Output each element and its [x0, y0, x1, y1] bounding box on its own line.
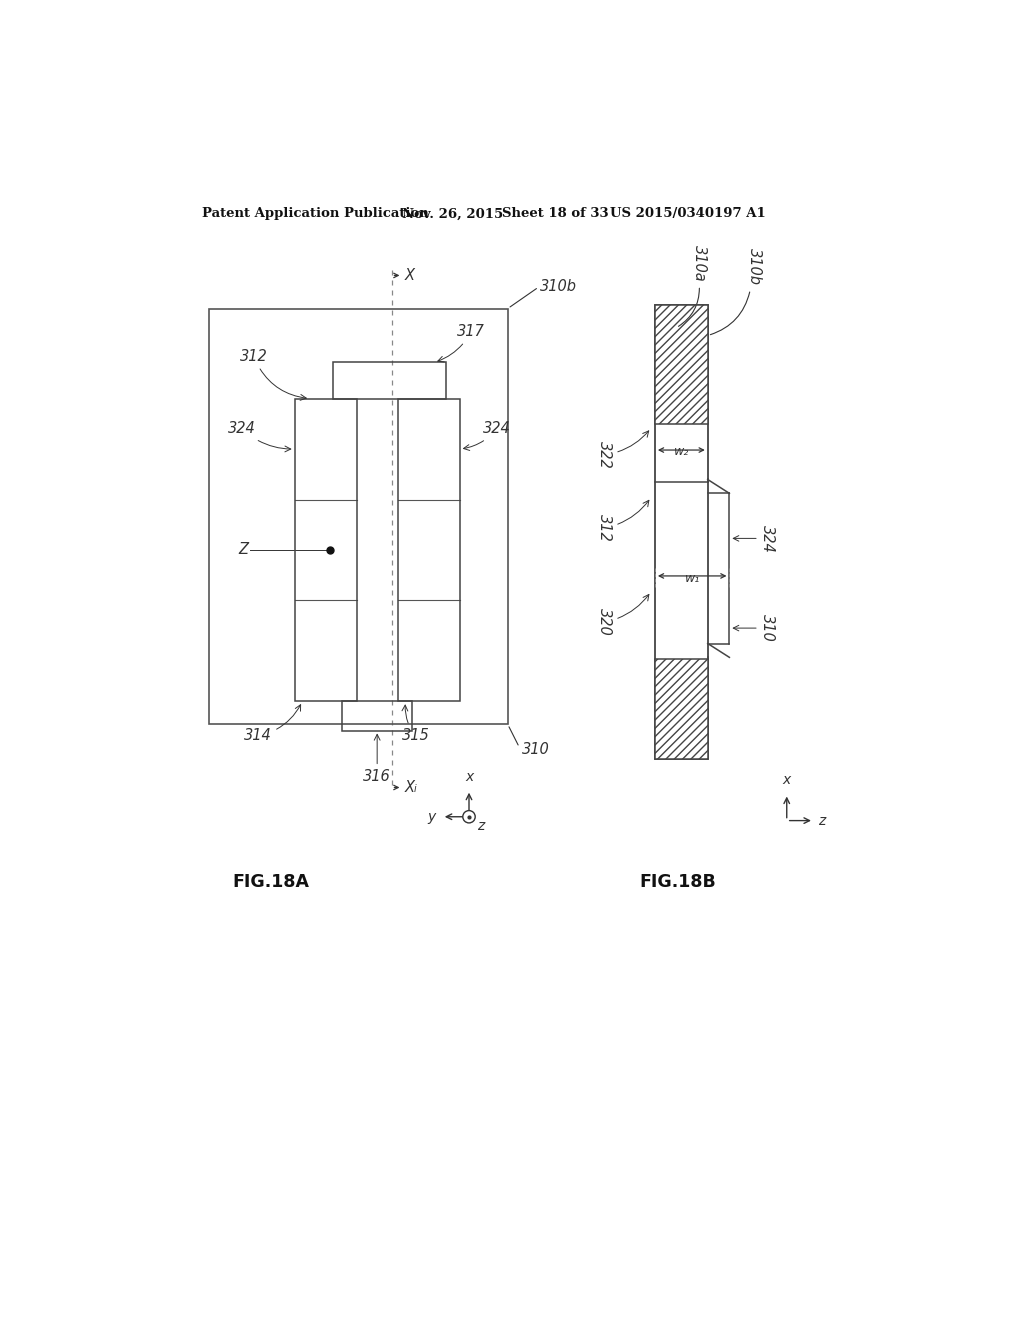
- Text: 310a: 310a: [692, 244, 707, 281]
- Text: Z: Z: [239, 543, 248, 557]
- Bar: [655, 305, 708, 424]
- Text: FIG.18A: FIG.18A: [232, 874, 309, 891]
- Text: 310: 310: [521, 742, 550, 758]
- Text: 320: 320: [597, 594, 649, 636]
- Text: 324: 324: [464, 421, 511, 450]
- Text: Nov. 26, 2015: Nov. 26, 2015: [401, 207, 503, 220]
- Text: US 2015/0340197 A1: US 2015/0340197 A1: [610, 207, 766, 220]
- Text: Sheet 18 of 33: Sheet 18 of 33: [502, 207, 608, 220]
- Bar: [342, 701, 412, 730]
- Text: 312: 312: [240, 348, 306, 400]
- Text: 316: 316: [364, 734, 391, 784]
- Text: 317: 317: [438, 325, 485, 362]
- Text: x: x: [465, 770, 473, 784]
- Text: Patent Application Publication: Patent Application Publication: [202, 207, 428, 220]
- Text: z: z: [477, 818, 484, 833]
- Text: x: x: [782, 774, 791, 788]
- Circle shape: [463, 810, 475, 822]
- Text: FIG.18B: FIG.18B: [640, 874, 716, 891]
- Text: 324: 324: [761, 524, 775, 552]
- Text: 312: 312: [597, 500, 649, 543]
- Text: 310b: 310b: [541, 280, 578, 294]
- Text: 315: 315: [401, 705, 429, 743]
- Text: 322: 322: [597, 430, 648, 469]
- Bar: [295, 399, 356, 701]
- Text: w₂: w₂: [674, 445, 689, 458]
- Text: 310: 310: [761, 614, 775, 642]
- Bar: [655, 659, 708, 759]
- Bar: [209, 309, 508, 725]
- Text: w₁: w₁: [685, 572, 699, 585]
- Bar: [334, 363, 445, 399]
- Bar: [655, 305, 708, 424]
- Bar: [397, 399, 460, 701]
- Text: z: z: [818, 813, 825, 828]
- Text: 310b: 310b: [746, 248, 762, 285]
- Text: y: y: [427, 809, 435, 824]
- Text: 324: 324: [228, 421, 291, 451]
- Text: i: i: [414, 784, 416, 793]
- Bar: [655, 305, 708, 759]
- Text: X: X: [404, 780, 415, 795]
- Text: X: X: [404, 268, 415, 282]
- Bar: [655, 659, 708, 759]
- Text: 314: 314: [244, 705, 301, 743]
